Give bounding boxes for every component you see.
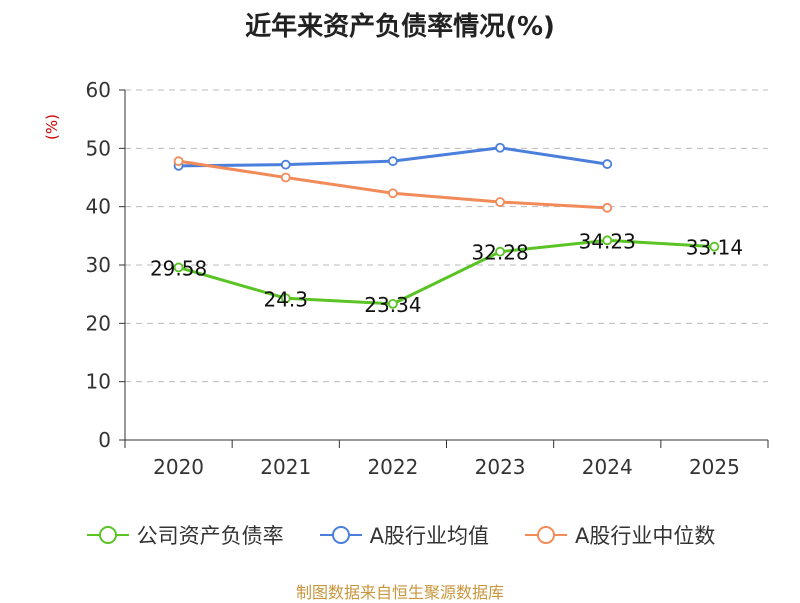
data-point <box>388 298 398 309</box>
data-point <box>388 156 398 167</box>
legend-item[interactable]: A股行业均值 <box>318 520 489 550</box>
data-label: 24.3 <box>263 287 308 311</box>
data-point <box>602 202 613 213</box>
legend-label: A股行业均值 <box>369 524 489 548</box>
y-tick-label: 20 <box>86 311 111 335</box>
x-tick-label: 2020 <box>153 455 204 479</box>
y-tick-label: 10 <box>86 370 111 394</box>
legend-item[interactable]: A股行业中位数 <box>523 520 715 550</box>
data-label: 33.14 <box>686 236 743 260</box>
data-point <box>280 172 291 183</box>
y-tick-label: 30 <box>86 253 111 277</box>
data-point <box>709 241 720 252</box>
y-tick-label: 0 <box>98 428 111 452</box>
data-point <box>602 235 613 246</box>
series-line-2 <box>178 159 608 210</box>
legend-marker-icon <box>86 526 129 544</box>
data-point <box>495 197 505 207</box>
y-tick-label: 50 <box>86 136 111 160</box>
legend-label: 公司资产负债率 <box>136 524 284 548</box>
legend-item[interactable]: 公司资产负债率 <box>85 520 284 550</box>
series-line-0 <box>178 238 715 306</box>
data-point <box>602 159 613 169</box>
legend: 公司资产负债率 A股行业均值 A股行业中位数 <box>0 520 800 550</box>
data-point <box>495 246 505 257</box>
data-point <box>280 293 291 304</box>
x-tick-label: 2022 <box>367 455 418 479</box>
data-point <box>173 262 184 273</box>
data-point <box>173 156 184 167</box>
chart-title: 近年来资产负债率情况(%) <box>245 12 555 42</box>
legend-marker-icon <box>319 526 362 544</box>
source-footer: 制图数据来自恒生聚源数据库 <box>295 583 504 602</box>
data-point <box>280 159 291 170</box>
data-point <box>388 188 398 199</box>
data-point <box>495 142 505 153</box>
y-tick-label: 60 <box>86 78 111 102</box>
x-tick-label: 2025 <box>689 455 740 479</box>
data-label: 32.28 <box>471 241 528 265</box>
legend-label: A股行业中位数 <box>575 524 716 548</box>
y-tick-label: 40 <box>86 195 111 219</box>
data-label: 23.34 <box>364 293 421 317</box>
legend-marker-icon <box>525 526 567 544</box>
x-tick-label: 2024 <box>582 455 633 479</box>
x-tick-label: 2021 <box>260 455 311 479</box>
data-label: 29.58 <box>150 256 207 280</box>
x-tick-label: 2023 <box>475 455 526 479</box>
data-label: 34.23 <box>579 229 636 253</box>
